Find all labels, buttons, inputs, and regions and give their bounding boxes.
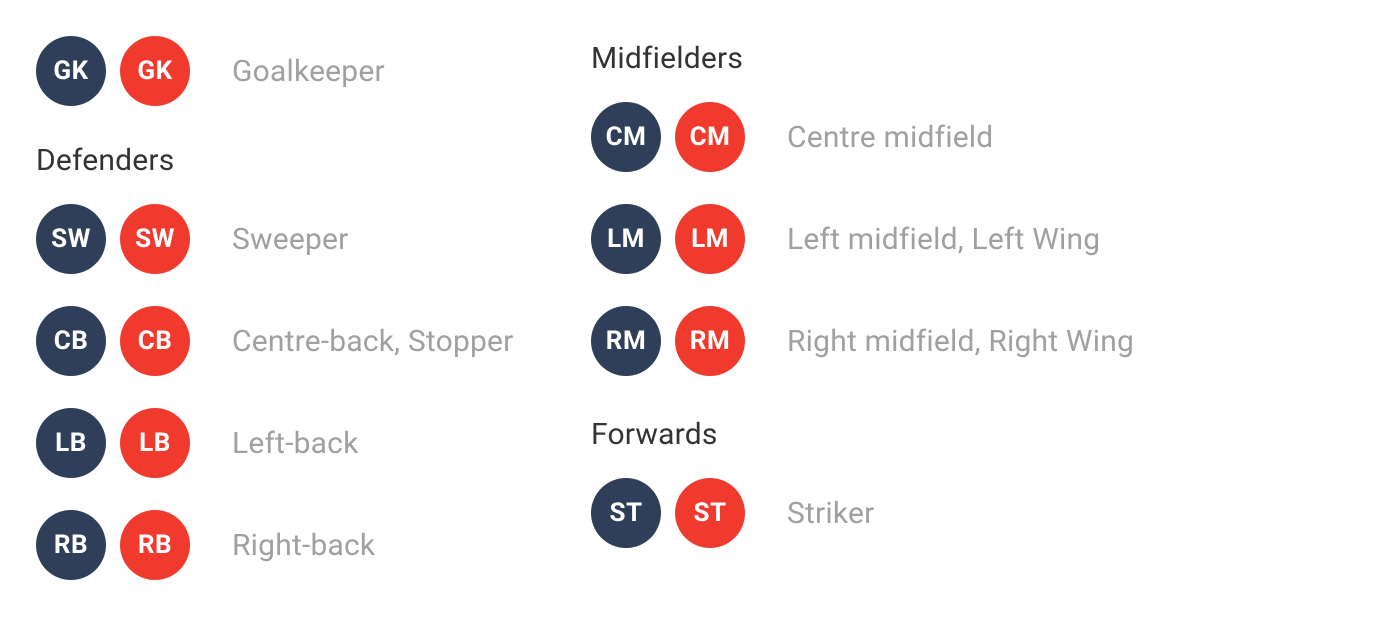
badge-dark-cb: CB [36, 306, 106, 376]
right-column: Midfielders CM CM Centre midfield LM LM … [591, 36, 1395, 612]
label-left-midfield: Left midfield, Left Wing [787, 222, 1100, 257]
label-right-back: Right-back [232, 528, 375, 563]
label-goalkeeper: Goalkeeper [232, 54, 385, 89]
badge-red-cb: CB [120, 306, 190, 376]
badge-red-sw: SW [120, 204, 190, 274]
badge-red-rm: RM [675, 306, 745, 376]
heading-defenders: Defenders [36, 143, 174, 178]
badge-dark-rb: RB [36, 510, 106, 580]
position-row-right-back: RB RB Right-back [36, 510, 591, 580]
left-column: GK GK Goalkeeper Defenders SW SW Sweeper… [36, 36, 591, 612]
heading-row-midfielders: Midfielders [591, 36, 1395, 80]
position-row-centre-back: CB CB Centre-back, Stopper [36, 306, 591, 376]
position-row-sweeper: SW SW Sweeper [36, 204, 591, 274]
badge-dark-gk: GK [36, 36, 106, 106]
badge-dark-st: ST [591, 478, 661, 548]
label-centre-midfield: Centre midfield [787, 120, 993, 155]
label-sweeper: Sweeper [232, 222, 349, 257]
badge-dark-sw: SW [36, 204, 106, 274]
heading-forwards: Forwards [591, 417, 718, 452]
positions-legend: GK GK Goalkeeper Defenders SW SW Sweeper… [0, 0, 1395, 612]
heading-midfielders: Midfielders [591, 41, 743, 76]
badge-dark-cm: CM [591, 102, 661, 172]
label-right-midfield: Right midfield, Right Wing [787, 324, 1134, 359]
badge-dark-lm: LM [591, 204, 661, 274]
badge-red-gk: GK [120, 36, 190, 106]
position-row-goalkeeper: GK GK Goalkeeper [36, 36, 591, 106]
label-left-back: Left-back [232, 426, 358, 461]
badge-dark-lb: LB [36, 408, 106, 478]
badge-red-rb: RB [120, 510, 190, 580]
position-row-right-midfield: RM RM Right midfield, Right Wing [591, 306, 1395, 376]
badge-red-lb: LB [120, 408, 190, 478]
label-centre-back: Centre-back, Stopper [232, 324, 514, 359]
position-row-left-back: LB LB Left-back [36, 408, 591, 478]
heading-row-forwards: Forwards [591, 412, 1395, 456]
heading-row-defenders: Defenders [36, 138, 591, 182]
label-striker: Striker [787, 496, 874, 531]
badge-dark-rm: RM [591, 306, 661, 376]
position-row-centre-midfield: CM CM Centre midfield [591, 102, 1395, 172]
badge-red-cm: CM [675, 102, 745, 172]
position-row-striker: ST ST Striker [591, 478, 1395, 548]
badge-red-lm: LM [675, 204, 745, 274]
badge-red-st: ST [675, 478, 745, 548]
position-row-left-midfield: LM LM Left midfield, Left Wing [591, 204, 1395, 274]
